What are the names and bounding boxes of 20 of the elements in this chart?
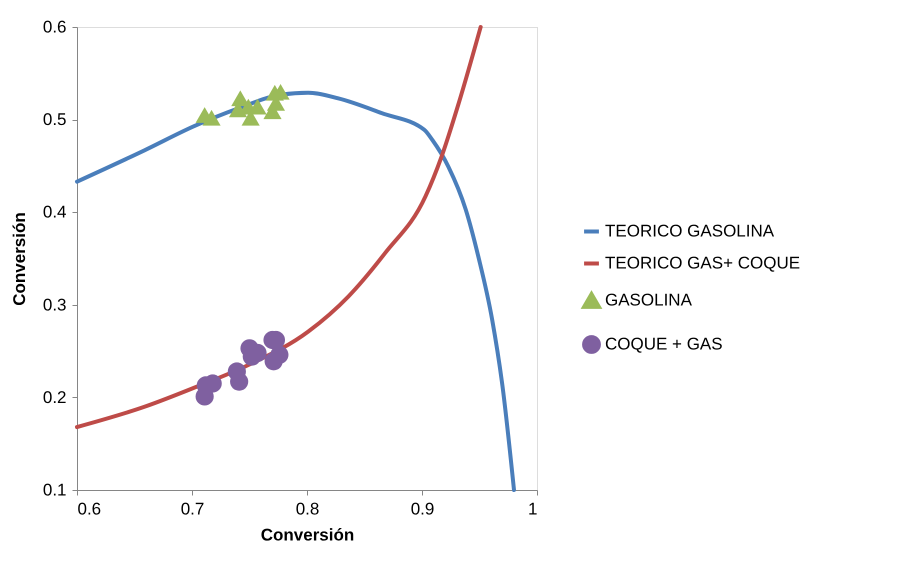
legend-label: GASOLINA [605, 290, 693, 310]
point [202, 110, 221, 126]
x-tick-label: 0.7 [180, 500, 204, 518]
legend-label: COQUE + GAS [605, 334, 723, 354]
x-tick-label: 0.8 [296, 500, 320, 518]
y-tick-label: 0.6 [42, 18, 66, 36]
y-tick-label: 0.1 [42, 480, 66, 500]
x-tick-label: 1 [528, 500, 538, 518]
x-tick-label: 0.6 [78, 500, 102, 518]
legend-label: TEORICO GASOLINA [605, 222, 775, 240]
line-series [75, 25, 483, 430]
legend-label: TEORICO GAS+ COQUE [605, 254, 800, 272]
y-tick-label: 0.5 [42, 110, 66, 130]
x-axis-title: Conversión [260, 526, 354, 544]
y-tick-label: 0.2 [42, 388, 66, 407]
point [270, 346, 288, 364]
y-tick-label: 0.4 [42, 202, 66, 222]
x-tick-label: 0.9 [410, 500, 434, 518]
y-axis-title: Conversión [10, 212, 29, 306]
y-tick-label: 0.3 [42, 295, 66, 314]
